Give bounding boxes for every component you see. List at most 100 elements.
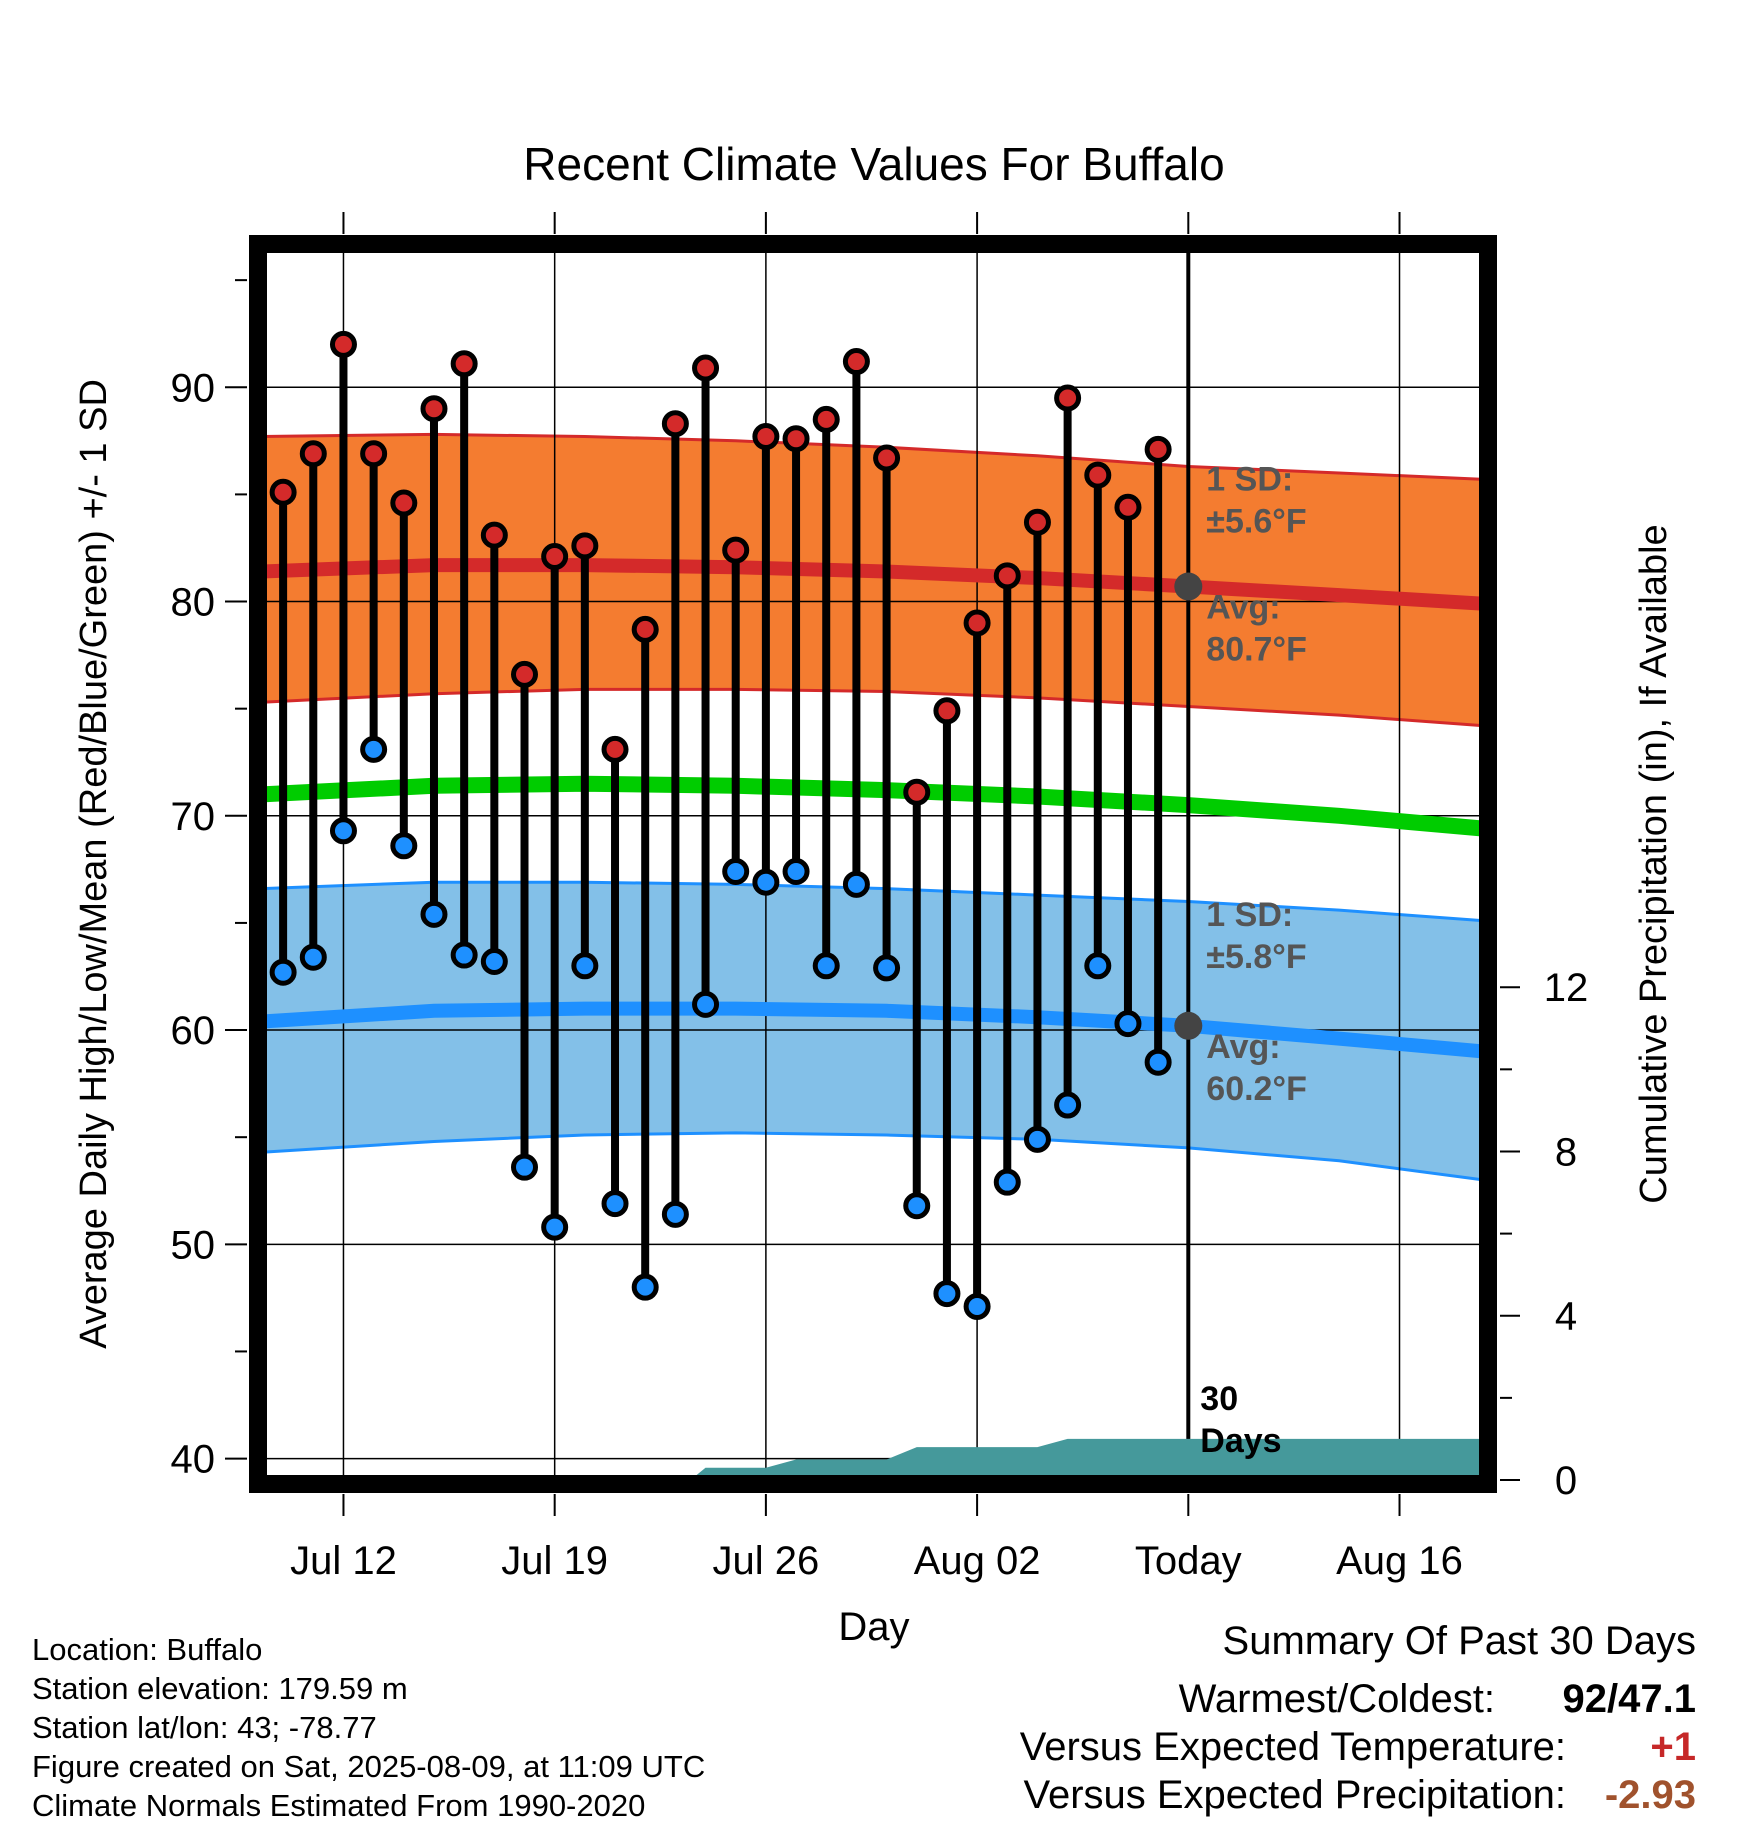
daily-low-point	[390, 832, 418, 860]
daily-high-point	[420, 395, 448, 423]
daily-high-point	[661, 410, 689, 438]
daily-low-point	[511, 1153, 539, 1181]
normal-low-line	[262, 1001, 1484, 1059]
y2-tick-label: 12	[1544, 966, 1589, 1010]
high-sd-band	[262, 434, 1484, 726]
y2-tick-label: 8	[1555, 1130, 1577, 1174]
daily-high-point	[480, 521, 508, 549]
y-tick-label: 40	[171, 1438, 216, 1482]
daily-high-point	[269, 478, 297, 506]
daily-high-point	[1114, 493, 1142, 521]
daily-low-point	[450, 941, 478, 969]
summary-temp-value: +1	[1650, 1725, 1696, 1769]
daily-low-point	[360, 735, 388, 763]
daily-low-point	[1054, 1091, 1082, 1119]
daily-low-point	[329, 817, 357, 845]
summary-precip-value: -2.93	[1604, 1773, 1696, 1817]
y-axis-label: Average Daily High/Low/Mean (Red/Blue/Gr…	[73, 379, 115, 1349]
y-tick-label: 50	[171, 1223, 216, 1267]
daily-high-point	[299, 440, 327, 468]
x-axis-label: Day	[838, 1605, 909, 1649]
daily-low-point	[601, 1190, 629, 1218]
daily-high-point	[390, 489, 418, 517]
summary-warmest-value: 92/47.1	[1562, 1677, 1696, 1721]
daily-high-point	[963, 609, 991, 637]
daily-high-point	[903, 778, 931, 806]
daily-high-point	[812, 405, 840, 433]
x-tick-label: Jul 19	[501, 1539, 608, 1583]
low-sd-value: ±5.8°F	[1206, 938, 1306, 976]
daily-high-point	[1144, 435, 1172, 463]
daily-high-point	[722, 536, 750, 564]
daily-low-point	[571, 952, 599, 980]
daily-high-point	[450, 350, 478, 378]
low-sd-label: 1 SD:	[1206, 896, 1293, 934]
x-tick-label: Jul 12	[290, 1539, 397, 1583]
daily-high-point	[329, 330, 357, 358]
daily-high-point	[1023, 508, 1051, 536]
today-high-avg-dot	[1174, 572, 1203, 601]
days-count-number: 30	[1200, 1380, 1238, 1418]
daily-high-point	[752, 423, 780, 451]
daily-low-point	[722, 857, 750, 885]
y-tick-label: 60	[171, 1009, 216, 1053]
high-avg-label: Avg:	[1206, 589, 1280, 627]
daily-high-point	[842, 348, 870, 376]
daily-low-point	[661, 1200, 689, 1228]
days-count-label: Days	[1200, 1422, 1281, 1460]
daily-low-point	[903, 1192, 931, 1220]
daily-low-point	[993, 1168, 1021, 1196]
y2-tick-label: 4	[1555, 1295, 1577, 1339]
daily-low-point	[963, 1292, 991, 1320]
footer-elevation: Station elevation: 179.59 m	[32, 1671, 408, 1706]
daily-high-point	[360, 440, 388, 468]
high-sd-label: 1 SD:	[1206, 461, 1293, 499]
daily-low-point	[812, 952, 840, 980]
daily-high-point	[601, 735, 629, 763]
daily-low-point	[1114, 1010, 1142, 1038]
today-low-avg-dot	[1174, 1011, 1203, 1040]
precip-area	[262, 1438, 1484, 1480]
footer-normals: Climate Normals Estimated From 1990-2020	[32, 1788, 646, 1823]
daily-high-point	[541, 543, 569, 571]
x-tick-label: Aug 02	[914, 1539, 1041, 1583]
high-sd-value: ±5.6°F	[1206, 503, 1306, 541]
y-tick-label: 70	[171, 795, 216, 839]
daily-low-point	[873, 954, 901, 982]
daily-low-point	[1084, 952, 1112, 980]
low-sd-lower-line	[262, 1131, 1484, 1182]
daily-low-point	[752, 868, 780, 896]
daily-high-point	[631, 615, 659, 643]
daily-low-point	[480, 947, 508, 975]
summary-warmest-label: Warmest/Coldest:	[1178, 1677, 1495, 1721]
low-sd-band	[262, 882, 1484, 1180]
low-avg-value: 60.2°F	[1206, 1070, 1307, 1108]
daily-low-point	[269, 958, 297, 986]
daily-high-point	[933, 697, 961, 725]
daily-high-point	[511, 660, 539, 688]
low-avg-label: Avg:	[1206, 1028, 1280, 1066]
plot-frame	[249, 235, 1497, 1493]
daily-low-point	[692, 990, 720, 1018]
summary-temp-label: Versus Expected Temperature:	[1019, 1725, 1566, 1769]
summary-precip-label: Versus Expected Precipitation:	[1023, 1773, 1566, 1817]
daily-low-point	[420, 900, 448, 928]
chart-title: Recent Climate Values For Buffalo	[523, 138, 1224, 190]
daily-high-point	[1084, 461, 1112, 489]
summary-title: Summary Of Past 30 Days	[1222, 1619, 1696, 1663]
daily-low-point	[782, 857, 810, 885]
daily-low-point	[1144, 1048, 1172, 1076]
x-tick-label: Jul 26	[713, 1539, 820, 1583]
daily-low-point	[299, 943, 327, 971]
daily-high-point	[571, 532, 599, 560]
daily-high-point	[1054, 384, 1082, 412]
daily-high-point	[993, 562, 1021, 590]
footer-latlon: Station lat/lon: 43; -78.77	[32, 1710, 377, 1745]
daily-high-point	[782, 425, 810, 453]
y2-tick-label: 0	[1555, 1459, 1577, 1503]
normal-mean-line	[262, 775, 1484, 837]
y-tick-label: 90	[171, 366, 216, 410]
x-tick-label: Aug 16	[1336, 1539, 1463, 1583]
high-avg-value: 80.7°F	[1206, 631, 1307, 669]
y-tick-label: 80	[171, 581, 216, 625]
